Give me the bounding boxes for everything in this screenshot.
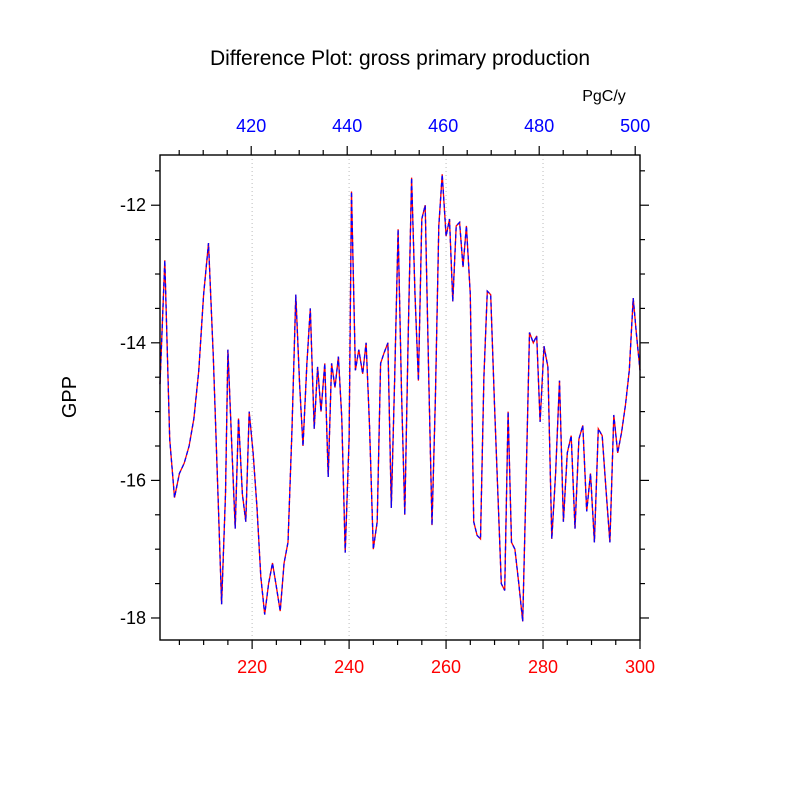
bottom-tick-label: 220: [237, 657, 267, 677]
bottom-tick-label: 240: [334, 657, 364, 677]
top-tick-label: 480: [524, 116, 554, 136]
y-tick-label: -16: [120, 470, 146, 490]
top-tick-label: 440: [332, 116, 362, 136]
series-line-red: [159, 174, 641, 622]
bottom-tick-label: 300: [625, 657, 655, 677]
chart-title: Difference Plot: gross primary productio…: [209, 47, 591, 70]
top-tick-label: 420: [236, 116, 266, 136]
y-tick-label: -14: [120, 333, 146, 353]
plot-border: [159, 154, 641, 641]
bottom-tick-label: 280: [528, 657, 558, 677]
top-tick-label: 500: [620, 116, 650, 136]
y-tick-label: -18: [120, 608, 146, 628]
y-tick-label: -12: [120, 195, 146, 215]
top-tick-label: 460: [428, 116, 458, 136]
top-axis-unit-label: PgC/y: [582, 88, 626, 105]
series-line-blue: [159, 174, 641, 622]
bottom-tick-label: 260: [431, 657, 461, 677]
